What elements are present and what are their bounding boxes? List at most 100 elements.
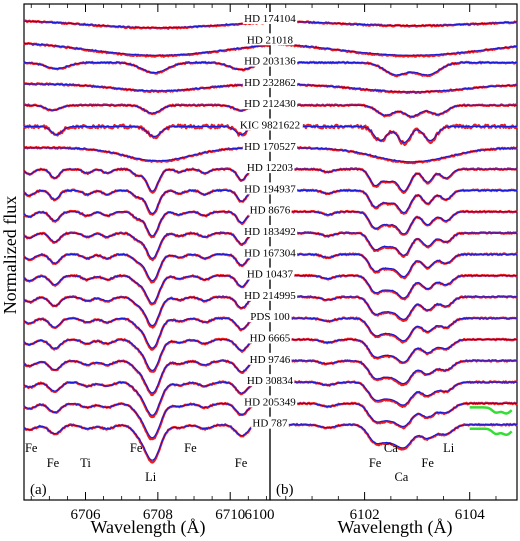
observed-spectrum (269, 273, 518, 301)
star-label: HD 10437 (247, 269, 294, 281)
line-id-label: Fe (130, 441, 143, 455)
star-label-bg (242, 225, 298, 237)
highlight-feature (469, 406, 513, 415)
star-label-bg (242, 246, 298, 259)
line-id-label: Fe (47, 456, 60, 470)
line-id-label: Fe (235, 456, 248, 470)
x-tick-label: 6100 (244, 507, 274, 523)
star-label: HD 183492 (244, 226, 296, 238)
observed-spectrum (269, 123, 519, 147)
star-label-bg (242, 75, 298, 88)
x-tick-label: 6706 (71, 507, 102, 523)
star-label: HD 232862 (244, 77, 296, 89)
synthetic-spectrum (270, 317, 517, 342)
synthetic-spectrum (269, 20, 518, 27)
star-label-bg (242, 288, 298, 301)
highlight-feature (469, 427, 513, 437)
synthetic-spectrum (23, 360, 270, 394)
synthetic-spectrum (270, 381, 517, 406)
x-axis-title-a: Wavelength (Å) (90, 517, 205, 538)
synthetic-spectrum (270, 168, 517, 192)
panel-label: (a) (30, 482, 47, 498)
star-label-bg (242, 395, 298, 408)
star-label: HD 787 (252, 418, 288, 430)
star-label-bg (242, 12, 298, 24)
synthetic-spectrum (23, 83, 271, 92)
synthetic-spectrum (23, 275, 270, 304)
star-label-bg (245, 267, 295, 280)
star-label: HD 21018 (247, 34, 294, 46)
star-label: HD 205349 (244, 396, 296, 408)
star-label-bg (237, 118, 303, 131)
star-label-bg (242, 97, 298, 110)
line-id-label: Ca (394, 470, 408, 484)
synthetic-spectrum (23, 296, 270, 327)
star-label: HD 6665 (250, 333, 291, 345)
line-id-label: Li (145, 470, 157, 484)
synthetic-spectrum (270, 189, 517, 214)
synthetic-spectrum (23, 381, 270, 416)
star-label-bg (245, 33, 295, 46)
star-label-bg (251, 416, 289, 429)
x-tick-label: 6708 (143, 507, 173, 523)
synthetic-spectrum (23, 232, 270, 259)
x-tick-label: 6104 (455, 507, 486, 523)
synthetic-spectrum (270, 147, 518, 163)
synthetic-spectrum (270, 125, 517, 144)
synthetic-spectrum (270, 211, 517, 235)
synthetic-spectrum (269, 83, 518, 93)
panel-label: (b) (276, 482, 294, 498)
star-label: HD 170527 (244, 141, 296, 153)
line-id-label: Ti (80, 456, 91, 470)
observed-spectrum (269, 103, 518, 119)
synthetic-spectrum (23, 317, 270, 349)
synthetic-spectrum (270, 296, 517, 320)
star-label: HD 214995 (244, 290, 296, 302)
observed-spectrum (269, 167, 518, 194)
star-label-bg (245, 161, 295, 174)
x-tick-label: 6102 (350, 507, 380, 523)
synthetic-spectrum (23, 20, 271, 29)
star-label: HD 9746 (250, 354, 291, 366)
synthetic-spectrum (24, 104, 270, 114)
synthetic-spectrum (270, 338, 517, 363)
star-label: HD 167304 (244, 247, 296, 259)
synthetic-spectrum (23, 168, 270, 192)
synthetic-spectrum (270, 62, 517, 76)
star-label-bg (248, 203, 292, 216)
synthetic-spectrum (24, 147, 271, 162)
star-label-bg (242, 139, 298, 152)
synthetic-spectrum (23, 424, 270, 461)
synthetic-spectrum (23, 253, 270, 282)
synthetic-spectrum (269, 42, 518, 56)
star-label-bg (248, 331, 292, 344)
synthetic-spectrum (23, 42, 271, 56)
synthetic-spectrum (23, 62, 271, 74)
star-label: HD 174104 (244, 13, 296, 25)
star-label: HD 8676 (250, 205, 291, 217)
synthetic-spectrum (23, 402, 270, 439)
line-id-label: Ca (384, 441, 398, 455)
synthetic-spectrum (270, 360, 517, 385)
synthetic-spectrum (270, 275, 517, 299)
star-label: HD 203136 (244, 56, 296, 68)
synthetic-spectrum (270, 424, 517, 449)
observed-spectrum (23, 103, 271, 116)
synthetic-spectrum (23, 189, 270, 215)
line-id-label: Fe (369, 456, 382, 470)
synthetic-spectrum (270, 253, 517, 278)
star-label-bg (242, 54, 298, 67)
star-labels: HD 174104 HD 21018 HD 203136 HD 232862 HD 21… (237, 12, 303, 430)
line-id-label: Li (443, 441, 455, 455)
line-id-label: Fe (421, 456, 434, 470)
star-label-bg (242, 182, 298, 195)
star-label: HD 30834 (247, 375, 294, 387)
observed-spectrum (269, 209, 518, 236)
synthetic-spectrum (23, 338, 270, 372)
synthetic-spectrum (23, 211, 270, 237)
star-label: KIC 9821622 (240, 120, 300, 132)
synthetic-spectrum (270, 104, 517, 117)
x-axis-title-b: Wavelength (Å) (337, 517, 452, 538)
